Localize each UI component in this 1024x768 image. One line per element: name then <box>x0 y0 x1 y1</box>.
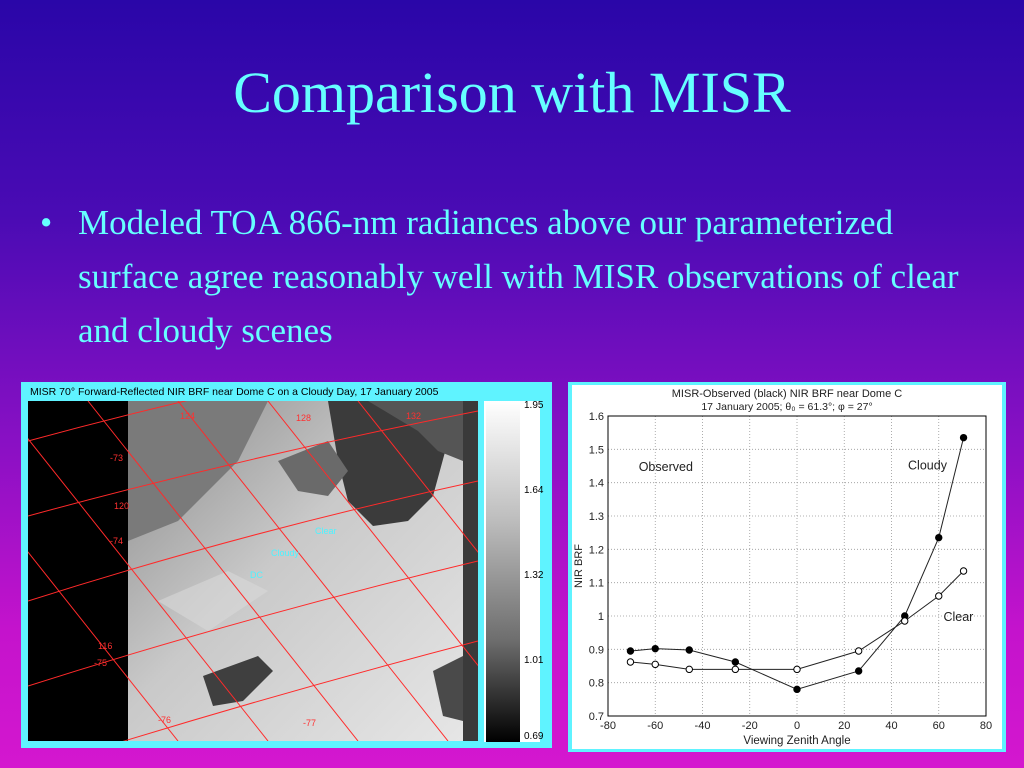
satellite-image: -73 -74 -75 -76 -77 120 116 124 128 132 … <box>28 401 478 741</box>
annotation-clear: Clear <box>943 610 973 624</box>
x-axis-label: Viewing Zenith Angle <box>743 735 850 747</box>
data-point-clear <box>935 592 943 600</box>
y-tick-label: 1.1 <box>589 578 604 590</box>
x-tick-label: -60 <box>647 720 663 732</box>
data-point-clear <box>959 567 968 575</box>
data-point-cloudy <box>651 644 659 653</box>
bullet-text: Modeled TOA 866-nm radiances above our p… <box>78 203 959 350</box>
y-tick-label: 1.3 <box>589 511 604 523</box>
y-tick-label: 1.6 <box>589 411 604 423</box>
annotation-cloudy: Cloudy <box>908 458 948 472</box>
data-point-clear <box>854 647 863 655</box>
y-tick-label: 0.8 <box>589 678 604 690</box>
y-tick-label: 1.2 <box>589 544 604 556</box>
colorbar-gradient <box>486 401 520 742</box>
x-tick-label: 20 <box>838 720 850 732</box>
x-tick-label: 80 <box>980 720 992 732</box>
colorbar-tick: 1.95 <box>524 400 544 411</box>
x-tick-label: -80 <box>600 720 616 732</box>
colorbar-tick: 1.01 <box>524 655 544 666</box>
data-point-cloudy <box>854 667 863 675</box>
data-point-clear <box>901 617 909 625</box>
grid-label: -73 <box>110 453 123 463</box>
data-point-cloudy <box>935 533 943 542</box>
data-point-clear <box>651 660 659 669</box>
grid-label: -76 <box>158 715 171 725</box>
x-tick-label: 0 <box>794 720 800 732</box>
label-cloudy: Cloudy <box>271 548 300 558</box>
grid-label: 120 <box>114 501 129 511</box>
chart-subtitle: 17 January 2005; θ₀ = 61.3°; φ = 27° <box>701 401 872 413</box>
y-tick-label: 0.9 <box>589 644 604 656</box>
x-tick-label: 40 <box>885 720 897 732</box>
data-point-cloudy <box>626 647 635 655</box>
y-tick-label: 1 <box>598 611 604 623</box>
grid-label: 132 <box>406 411 421 421</box>
data-point-clear <box>793 665 801 674</box>
x-tick-label: -20 <box>742 720 758 732</box>
annotation-observed: Observed <box>639 460 693 474</box>
grid-label: -77 <box>303 718 316 728</box>
bullet-icon: • <box>40 203 53 242</box>
plot-frame <box>607 415 987 717</box>
map-title: MISR 70° Forward-Reflected NIR BRF near … <box>30 386 439 398</box>
brf-chart: MISR-Observed (black) NIR BRF near Dome … <box>572 385 1002 749</box>
brf-chart-panel: MISR-Observed (black) NIR BRF near Dome … <box>568 382 1006 752</box>
colorbar-tick: 0.69 <box>524 731 544 742</box>
data-point-cloudy <box>793 685 801 694</box>
data-point-cloudy <box>731 658 740 666</box>
y-tick-label: 0.7 <box>589 711 604 723</box>
grid-label: 116 <box>98 641 112 651</box>
misr-image-panel: MISR 70° Forward-Reflected NIR BRF near … <box>21 382 552 748</box>
data-point-cloudy <box>959 433 968 442</box>
colorbar-tick: 1.32 <box>524 570 544 581</box>
data-point-clear <box>626 658 635 666</box>
x-tick-label: -40 <box>695 720 711 732</box>
y-axis-label: NIR BRF <box>573 544 585 588</box>
data-point-cloudy <box>685 646 693 654</box>
slide-title: Comparison with MISR <box>233 60 791 125</box>
grid-label: 128 <box>296 413 311 423</box>
label-clear: Clear <box>315 526 337 536</box>
colorbar: 1.95 1.64 1.32 1.01 0.69 <box>484 400 544 742</box>
data-point-clear <box>685 665 693 674</box>
colorbar-tick: 1.64 <box>524 485 544 496</box>
x-tick-label: 60 <box>933 720 945 732</box>
chart-title: MISR-Observed (black) NIR BRF near Dome … <box>672 388 902 400</box>
y-tick-label: 1.5 <box>589 444 604 456</box>
data-point-clear <box>731 665 740 674</box>
y-tick-label: 1.4 <box>589 478 604 490</box>
grid-label: -74 <box>110 536 123 546</box>
label-dc: DC <box>250 570 263 580</box>
grid-label: 124 <box>180 411 195 421</box>
grid-label: -75 <box>94 658 107 668</box>
